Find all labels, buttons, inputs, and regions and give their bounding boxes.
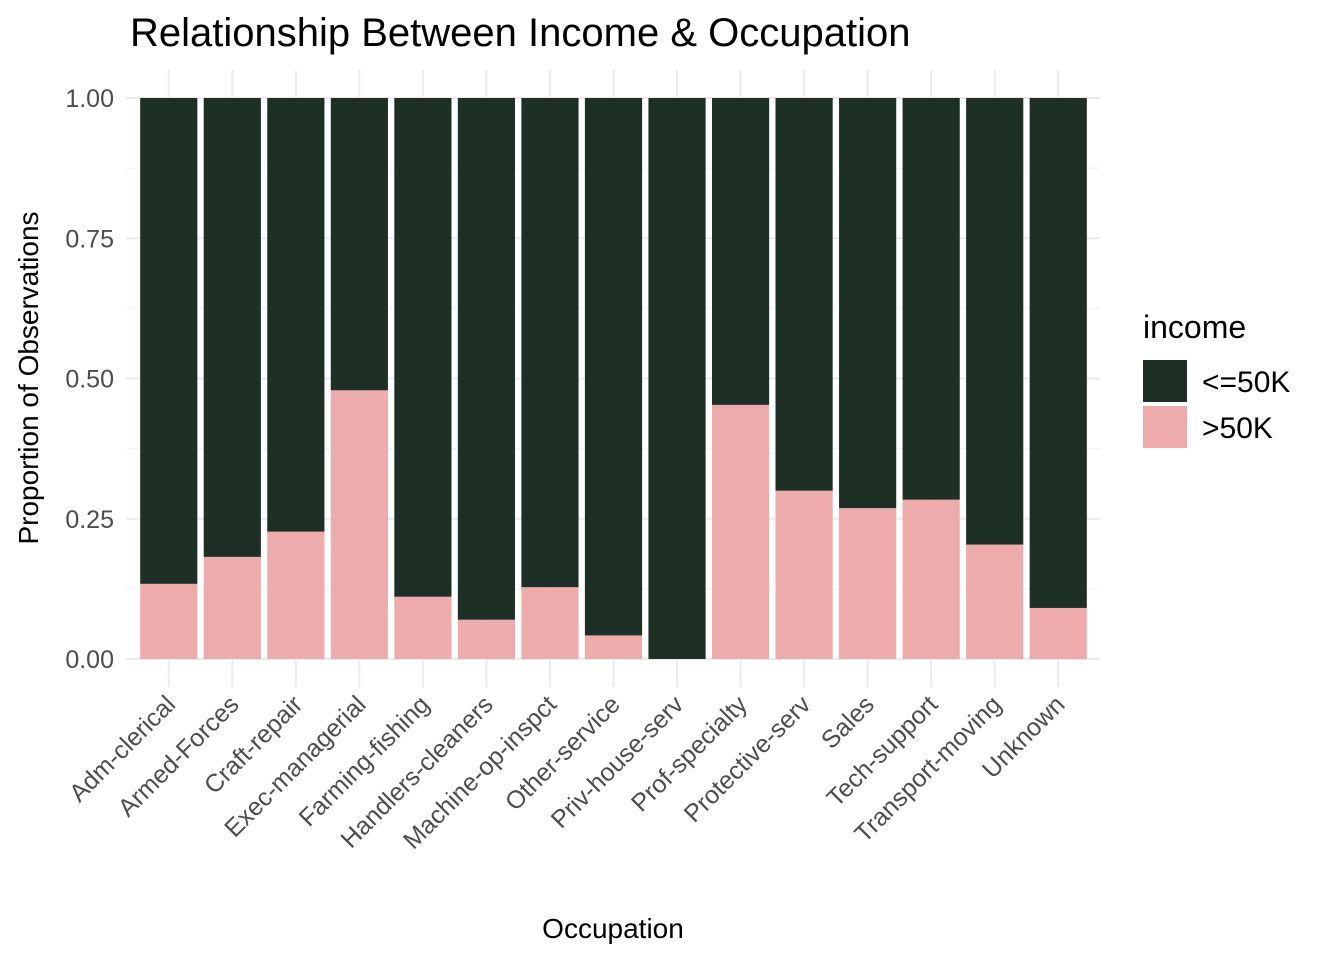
bar-segment bbox=[711, 404, 770, 659]
bar-segment bbox=[584, 98, 643, 636]
chart-title: Relationship Between Income & Occupation bbox=[130, 11, 910, 55]
legend-label: <=50K bbox=[1202, 366, 1290, 399]
bar-segment bbox=[711, 98, 770, 405]
bar-segment bbox=[1029, 607, 1087, 659]
legend-key bbox=[1143, 360, 1187, 402]
y-tick-label: 1.00 bbox=[65, 85, 114, 113]
bar-segment bbox=[203, 98, 261, 557]
bar-segment bbox=[203, 556, 261, 659]
y-tick-label: 0.25 bbox=[65, 506, 114, 534]
bar-segment bbox=[775, 98, 833, 491]
y-tick-label: 0.50 bbox=[65, 366, 114, 394]
bar-segment bbox=[330, 98, 388, 391]
bar-segment bbox=[1029, 98, 1087, 608]
bar-segment bbox=[902, 499, 960, 659]
legend: income <=50K >50K bbox=[1143, 309, 1290, 448]
bar-segment bbox=[394, 98, 452, 597]
legend-key bbox=[1143, 406, 1187, 448]
bar-segment bbox=[457, 619, 516, 659]
y-axis-title: Proportion of Observations bbox=[13, 211, 44, 544]
bar-segment bbox=[521, 587, 579, 659]
bar-segment bbox=[521, 98, 579, 588]
bar-segment bbox=[267, 98, 325, 532]
bar-segment bbox=[966, 98, 1024, 545]
bar-segment bbox=[902, 98, 960, 500]
bar-segment bbox=[966, 544, 1024, 659]
bar-segment bbox=[648, 98, 706, 659]
x-axis-title: Occupation bbox=[542, 913, 684, 944]
bar-segment bbox=[140, 98, 198, 584]
bar-segment bbox=[584, 635, 643, 659]
bar-segment bbox=[394, 596, 452, 659]
legend-title: income bbox=[1143, 309, 1246, 345]
y-tick-label: 0.75 bbox=[65, 225, 114, 253]
bar-segment bbox=[839, 508, 897, 659]
legend-label: >50K bbox=[1202, 412, 1273, 445]
y-tick-label: 0.00 bbox=[65, 646, 114, 674]
bar-segment bbox=[839, 98, 897, 509]
x-axis-ticks: Adm-clericalArmed-ForcesCraft-repairExec… bbox=[64, 690, 1071, 855]
bar-segment bbox=[775, 490, 833, 659]
y-axis-ticks: 0.00 0.25 0.50 0.75 1.00 bbox=[65, 85, 114, 674]
bar-segment bbox=[267, 531, 325, 659]
bar-segment bbox=[457, 98, 516, 620]
bars bbox=[140, 98, 1087, 659]
bar-segment bbox=[140, 583, 198, 659]
bar-segment bbox=[330, 390, 388, 659]
